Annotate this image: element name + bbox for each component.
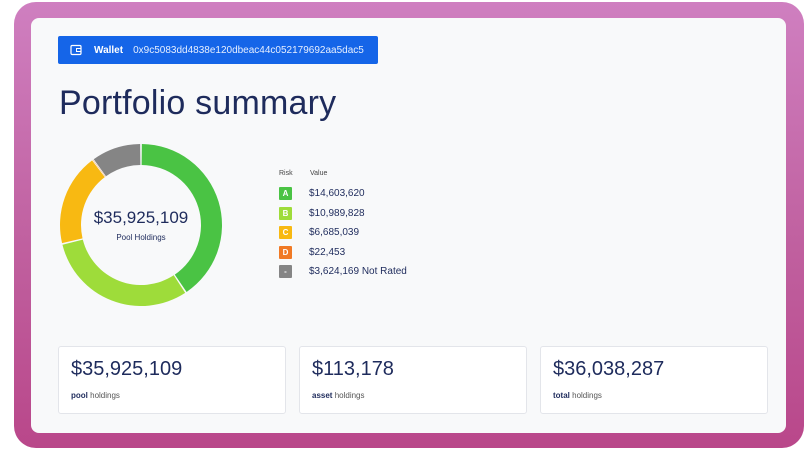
risk-badge-d: D <box>279 245 292 259</box>
caption-bold: pool <box>71 391 88 400</box>
donut-segment-c <box>60 160 105 244</box>
risk-badge-b: B <box>279 206 292 220</box>
pool-holdings-card: $35,925,109 pool holdings <box>58 346 286 414</box>
risk-badge-not-rated: - <box>279 265 292 279</box>
caption-rest: holdings <box>87 391 120 400</box>
legend-value: $6,685,039 <box>309 227 360 239</box>
asset-holdings-card: $113,178 asset holdings <box>299 346 527 414</box>
portfolio-card: Wallet 0x9c5083dd4838e120dbeac44c0521796… <box>31 18 786 433</box>
legend-row: C $6,685,039 <box>279 223 407 243</box>
legend-value: $14,603,620 <box>309 188 365 200</box>
legend-row: D $22,453 <box>279 243 407 263</box>
total-holdings-amount: $36,038,287 <box>553 358 665 380</box>
legend-header-value: Value <box>310 170 328 177</box>
legend-row: A $14,603,620 <box>279 184 407 204</box>
legend-value: $22,453 <box>309 246 346 258</box>
caption-rest: holdings <box>569 391 602 400</box>
risk-legend: Risk Value A $14,603,620 B $10,989,828 C… <box>279 170 407 282</box>
donut-segment-not-rated <box>93 144 141 177</box>
page-title: Portfolio summary <box>59 84 337 122</box>
donut-center-label: Pool Holdings <box>116 233 166 242</box>
caption-bold: total <box>553 391 570 400</box>
legend-header-risk: Risk <box>279 170 293 177</box>
donut-center: $35,925,109 Pool Holdings <box>58 142 224 308</box>
legend-header: Risk Value <box>279 170 407 177</box>
wallet-icon <box>70 44 82 56</box>
legend-row: B $10,989,828 <box>279 204 407 224</box>
asset-holdings-amount: $113,178 <box>312 358 394 380</box>
wallet-bar[interactable]: Wallet 0x9c5083dd4838e120dbeac44c0521796… <box>58 36 378 64</box>
caption-bold: asset <box>312 391 333 400</box>
pool-holdings-amount: $35,925,109 <box>71 358 183 380</box>
risk-badge-c: C <box>279 226 292 240</box>
legend-row: - $3,624,169 Not Rated <box>279 262 407 282</box>
wallet-label: Wallet <box>94 44 124 56</box>
total-holdings-card: $36,038,287 total holdings <box>540 346 768 414</box>
donut-segment-d <box>92 159 106 177</box>
legend-value: $3,624,169 Not Rated <box>309 266 407 278</box>
risk-badge-a: A <box>279 187 292 201</box>
legend-value: $10,989,828 <box>309 207 365 219</box>
donut-segment-a <box>141 144 223 292</box>
risk-donut-chart <box>60 144 223 306</box>
donut-center-value: $35,925,109 <box>93 208 189 227</box>
pool-holdings-caption: pool holdings <box>71 391 120 400</box>
donut-segment-b <box>62 239 186 306</box>
wallet-address: 0x9c5083dd4838e120dbeac44c052179692aa5da… <box>133 44 364 56</box>
asset-holdings-caption: asset holdings <box>312 391 365 400</box>
total-holdings-caption: total holdings <box>553 391 602 400</box>
caption-rest: holdings <box>332 391 365 400</box>
